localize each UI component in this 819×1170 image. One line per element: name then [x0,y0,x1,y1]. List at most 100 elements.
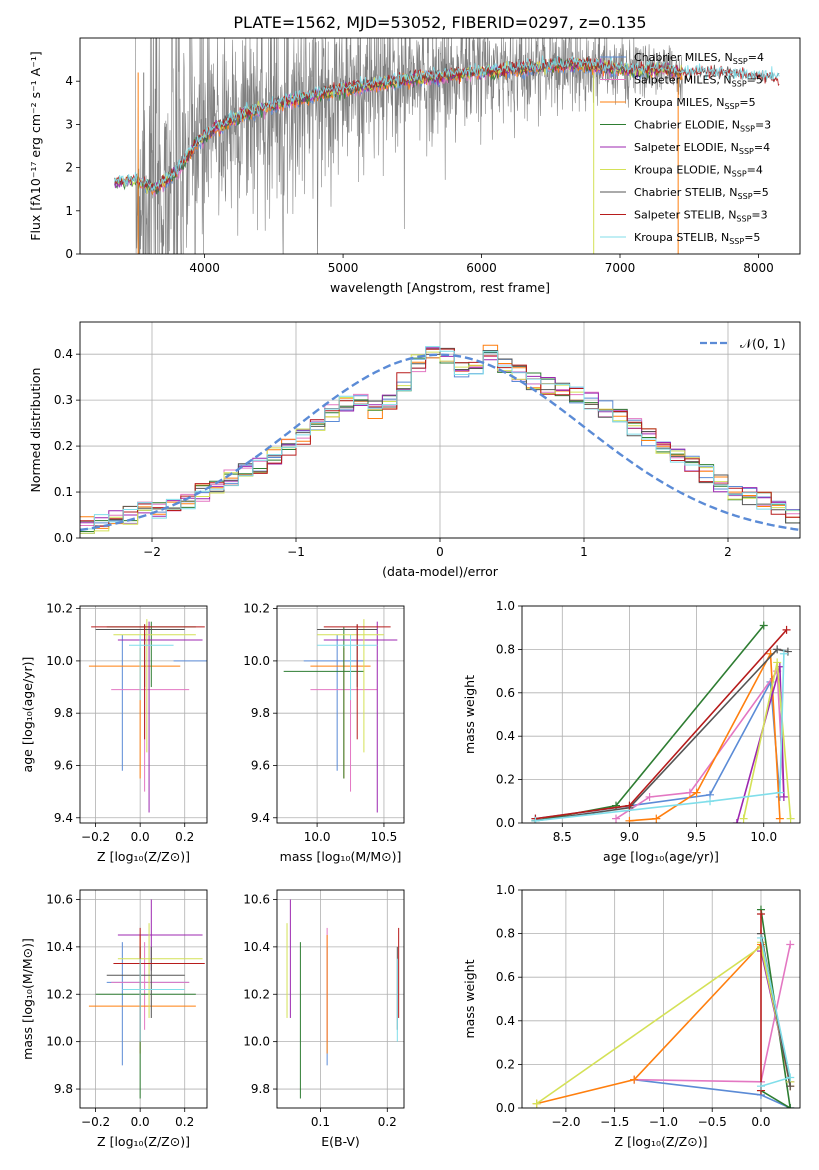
data-point [786,1082,795,1091]
y-tick-label: 0.1 [54,485,73,499]
x-tick-label: 5000 [328,261,359,275]
x-tick-label: 0.0 [131,830,150,844]
y-tick-label: 10.4 [46,940,73,954]
legend-label: Chabrier MILES, NSSP=4 [634,51,764,66]
data-point [739,814,748,823]
y-tick-label: 10.0 [46,654,73,668]
data-point [645,792,654,801]
series-C_STELIB [535,648,789,822]
panel-mass_vs_Z: −0.2 0.0 0.2 9.8 10.0 10.2 10.4 10.6 Z [log₁₀(Z/… [20,889,208,1149]
y-tick-label: 4 [65,74,73,88]
legend: Chabrier MILES, NSSP=4 Salpeter MILES, NS… [600,51,771,246]
axes-frame: 0.1 0.2 9.8 10.0 10.2 10.4 10.6 E(B-V) [243,892,397,1149]
x-tick-label: 0.2 [175,830,194,844]
y-tick-label: 0.6 [496,686,515,700]
y-tick-label: 9.4 [54,811,73,825]
data-point [652,814,661,823]
data-point [783,647,792,656]
data-point [756,909,765,918]
data-point [773,645,782,654]
x-axis-label: E(B-V) [321,1134,360,1149]
y-axis-label: mass weight [462,959,477,1038]
axes-border [79,605,208,824]
y-axis-label: mass [log₁₀(M/M⊙)] [20,938,35,1060]
y-tick-label: 9.8 [54,1082,73,1096]
y-axis-label: Normed distribution [28,368,43,493]
panel-spectrum: 4000 5000 6000 7000 8000 0 1 2 3 4 wavelength [Ang… [28,37,801,295]
series-K_STELIB [535,653,785,822]
x-tick-label: 4000 [189,261,220,275]
data-point [775,814,784,823]
hist-K_STELIB [80,346,800,530]
axes-border [79,37,801,255]
legend-label: Salpeter STELIB, NSSP=3 [634,209,768,224]
legend-label: Chabrier ELODIE, NSSP=3 [634,119,771,134]
series-C_ELODIE [535,624,765,822]
x-tick-label: −1 [287,545,305,559]
hist-K_ELODIE [80,351,800,534]
x-axis-label: Z [log₁₀(Z/Z⊙)] [615,1134,708,1149]
data-point [786,940,795,949]
model-K_STELIB [114,55,780,192]
plot-area [531,621,795,823]
data-point [786,1104,795,1108]
axes-border [521,889,801,1109]
normal-curve [80,353,800,532]
y-axis-label: Flux [fλ10⁻¹⁷ erg cm⁻² s⁻¹ A⁻¹] [28,51,43,240]
legend-label: 𝒩(0, 1) [740,336,786,351]
y-tick-label: 0.0 [54,531,73,545]
data-point [630,1075,639,1084]
data-point [782,625,791,634]
y-tick-label: 0.2 [496,773,515,787]
x-tick-label: −2 [143,545,161,559]
legend-label: Kroupa STELIB, NSSP=5 [634,231,760,246]
x-tick-label: −1.0 [649,1115,678,1129]
data-point [612,814,621,823]
data-point [625,801,634,810]
y-tick-label: 0.0 [496,1101,515,1115]
y-tick-label: 9.6 [54,758,73,772]
data-point [773,658,782,667]
x-tick-label: 9.0 [620,830,639,844]
axes-border [79,321,801,539]
x-tick-label: 10.5 [371,830,398,844]
x-tick-label: −0.5 [698,1115,727,1129]
x-tick-label: 10.0 [750,830,777,844]
y-axis-label: mass weight [462,675,477,754]
y-tick-label: 1.0 [496,883,515,897]
series-C_ELODIE [760,909,792,1108]
plot-area [88,899,205,1099]
x-tick-label: −0.2 [81,830,110,844]
figure-title: PLATE=1562, MJD=53052, FIBERID=0297, z=0… [233,13,646,32]
plot-area [88,619,207,813]
y-tick-label: 10.4 [243,940,270,954]
axes-frame: 4000 5000 6000 7000 8000 0 1 2 3 4 wavelength [Ang… [28,51,774,295]
panel-age_vs_Z: −0.2 0.0 0.2 9.4 9.6 9.8 10.0 10.2 Z [log₁₀(Z/Z⊙… [20,602,208,864]
y-tick-label: 1.0 [496,599,515,613]
axes-frame: −0.2 0.0 0.2 9.4 9.6 9.8 10.0 10.2 Z [log₁₀(Z/Z⊙… [20,602,194,864]
data-point [786,1073,795,1082]
data-point [532,1099,541,1108]
y-tick-label: 10.0 [243,1035,270,1049]
y-tick-label: 0.4 [496,1014,515,1028]
axes-frame: −2.0 −1.5 −1.0 −0.5 0.0 0.0 0.2 0.4 0.6 0.8 1.0 Z [… [462,883,771,1149]
y-tick-label: 0.3 [54,393,73,407]
panel-mass_vs_ebv: 0.1 0.2 9.8 10.0 10.2 10.4 10.6 E(B-V) [243,889,405,1149]
x-tick-label: 10.0 [304,830,331,844]
plot-area [283,619,398,813]
y-tick-label: 0.0 [496,816,515,830]
axes-frame: 8.5 9.0 9.5 10.0 0.0 0.2 0.4 0.6 0.8 1.0 age [log₁… [462,599,777,864]
y-tick-label: 10.2 [243,987,270,1001]
y-tick-label: 0.4 [496,729,515,743]
plot-area [114,38,780,254]
data-point [625,816,634,823]
axes-frame: 10.0 10.5 9.4 9.6 9.8 10.0 10.2 mass [log₁₀(M/M… [243,602,401,864]
x-tick-label: −1.5 [600,1115,629,1129]
x-tick-label: 0.2 [175,1115,194,1129]
data-point [612,801,621,810]
y-tick-label: 10.2 [46,602,73,616]
y-tick-label: 2 [65,161,73,175]
legend-label: Kroupa ELODIE, NSSP=4 [634,164,763,179]
y-tick-label: 0 [65,247,73,261]
